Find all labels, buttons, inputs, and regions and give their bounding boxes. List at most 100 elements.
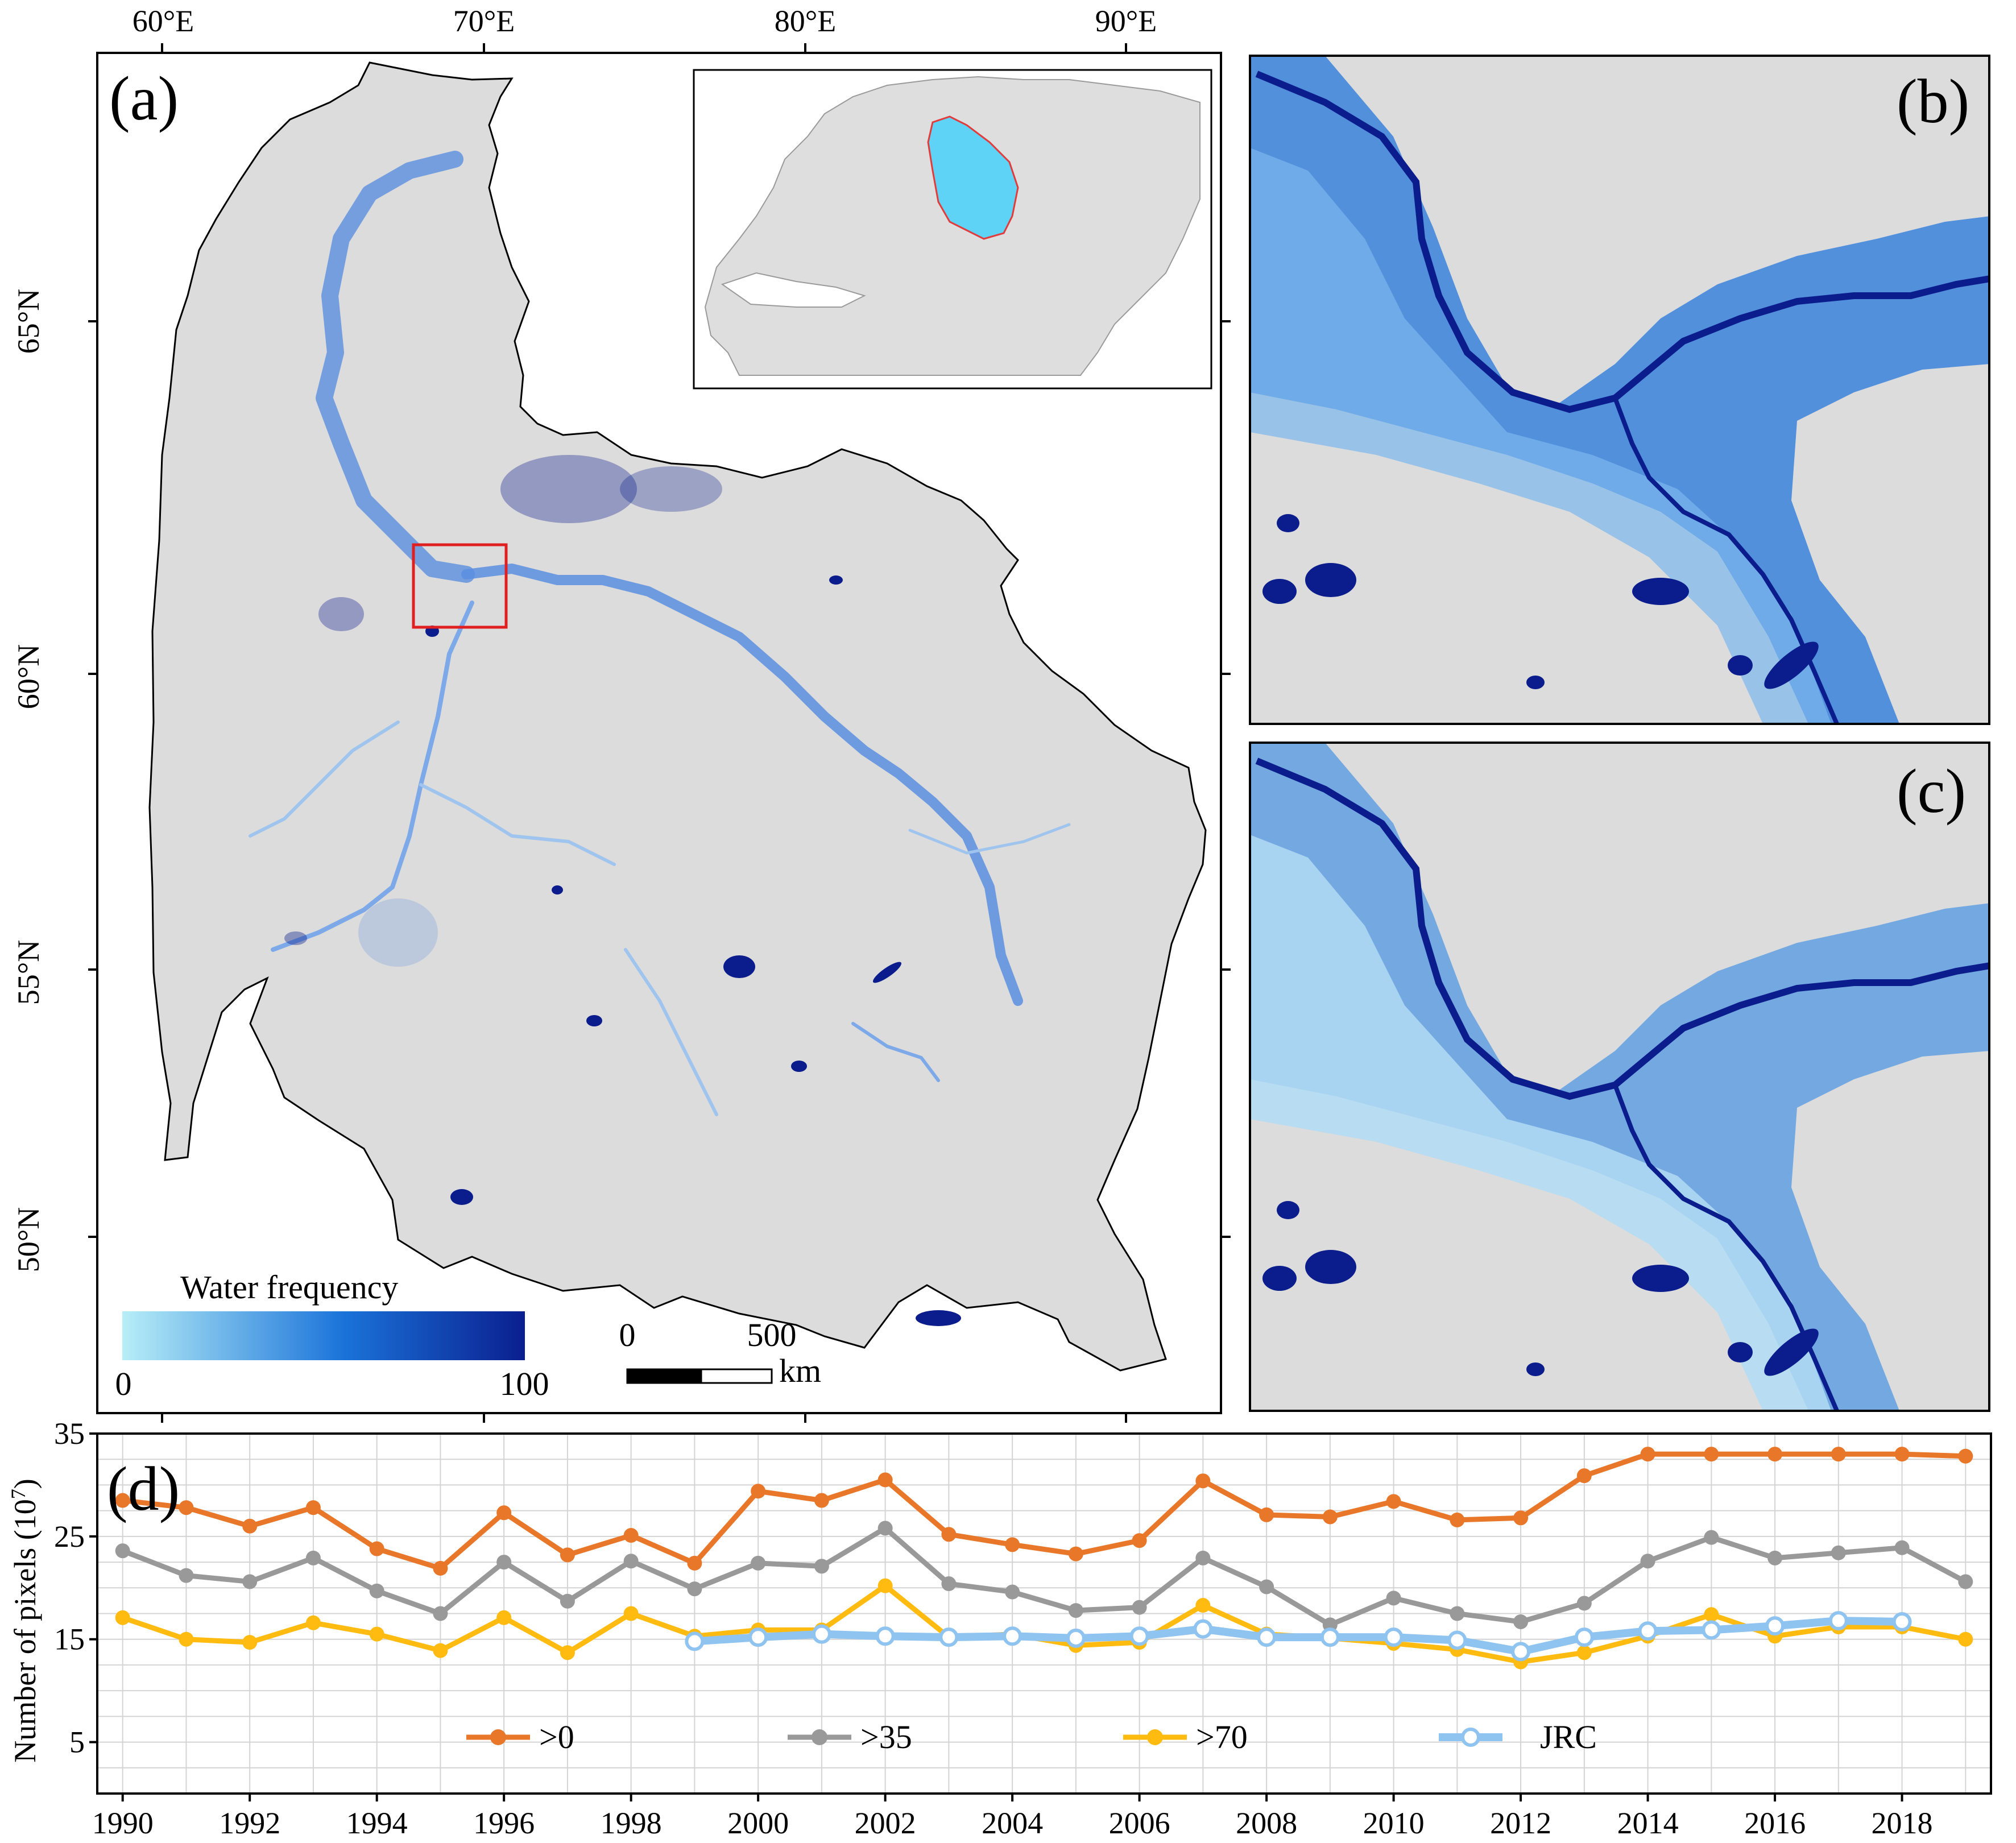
data-point xyxy=(1704,1607,1719,1622)
panel-b-lake-6 xyxy=(1764,641,1819,689)
data-point xyxy=(1450,1512,1465,1527)
data-point xyxy=(685,1631,705,1651)
river-east xyxy=(908,823,1071,855)
scale-bar-white xyxy=(700,1368,773,1384)
data-point xyxy=(1257,1627,1277,1647)
tobol-river xyxy=(249,720,400,838)
data-point xyxy=(1259,1507,1274,1522)
panel-c-lake-7 xyxy=(1526,1362,1545,1376)
data-point xyxy=(1576,1468,1592,1484)
x-tick-label: 1994 xyxy=(346,1806,408,1840)
data-point xyxy=(1386,1494,1401,1509)
data-point xyxy=(941,1576,957,1592)
data-point xyxy=(1704,1530,1719,1545)
data-point xyxy=(1129,1626,1149,1646)
y-axis-label-close: ) xyxy=(8,1478,42,1489)
data-point xyxy=(1003,1626,1023,1646)
lon-label-70e: 70°E xyxy=(453,4,515,38)
x-tick-label: 2008 xyxy=(1236,1806,1297,1840)
panel-d: >0 >35 >70 JRC 5 15 25 35 1990 1992 1994 1996 1998 2… xyxy=(7,1417,1992,1840)
lat-label-55n: 55°N xyxy=(11,940,45,1005)
data-point xyxy=(115,1493,130,1508)
legend-item: JRC xyxy=(1439,1718,1597,1755)
y-axis-label-exp: 7 xyxy=(7,1489,30,1499)
panel-c-frame xyxy=(1249,742,1990,1412)
scale-value: 500 xyxy=(747,1316,797,1353)
basin-outline xyxy=(148,61,1207,1372)
legend-swatch-marker xyxy=(1461,1728,1480,1747)
ob-river-main xyxy=(461,564,1023,1006)
data-point xyxy=(1958,1448,1973,1464)
chart-frame xyxy=(96,1432,1992,1795)
legend-title: Water frequency xyxy=(180,1269,398,1306)
data-point xyxy=(1828,1611,1848,1631)
data-point xyxy=(1767,1447,1783,1462)
data-point xyxy=(814,1493,829,1508)
data-point xyxy=(1767,1550,1783,1565)
data-point xyxy=(560,1593,575,1609)
data-point xyxy=(1259,1579,1274,1594)
panel-b-lake-2 xyxy=(1262,579,1297,604)
legend-label: JRC xyxy=(1540,1718,1597,1755)
data-point xyxy=(496,1505,512,1521)
data-point xyxy=(1894,1540,1910,1555)
x-tick-label: 2002 xyxy=(855,1806,916,1840)
panel-b-label: (b) xyxy=(1897,67,1969,136)
data-point xyxy=(1831,1545,1846,1560)
x-tick-label: 1990 xyxy=(92,1806,154,1840)
inset-sea xyxy=(721,272,866,308)
lat-ticks xyxy=(88,320,1231,1238)
data-point xyxy=(242,1635,258,1650)
data-point xyxy=(369,1541,384,1556)
study-area-box xyxy=(412,543,508,629)
panel-c: (c) xyxy=(1249,742,1990,1412)
data-point xyxy=(1511,1642,1531,1662)
series-line xyxy=(122,1451,1966,1571)
data-point xyxy=(1894,1447,1910,1462)
legend-item: >35 xyxy=(788,1718,912,1755)
data-point xyxy=(1384,1627,1404,1647)
data-point xyxy=(560,1645,575,1660)
data-point xyxy=(115,1543,130,1559)
inset-map xyxy=(693,69,1212,390)
data-point xyxy=(1195,1598,1211,1613)
data-point xyxy=(369,1583,384,1598)
panel-c-river-channel xyxy=(1255,757,1989,1100)
y-axis-label: Number of pixels (107) xyxy=(7,1478,42,1762)
panel-b-lake-1 xyxy=(1305,563,1356,597)
rivers xyxy=(249,151,1071,1116)
data-point xyxy=(1193,1619,1213,1639)
panel-b-floodplain-light xyxy=(1250,148,1831,724)
data-point xyxy=(623,1606,639,1621)
y-axis-label-text: Number of pixels (10 xyxy=(8,1499,42,1762)
data-point xyxy=(1513,1614,1529,1629)
data-point xyxy=(115,1610,130,1625)
x-tick-label: 2010 xyxy=(1363,1806,1425,1840)
series-0 xyxy=(115,1447,1973,1576)
data-point xyxy=(687,1555,702,1571)
data-point xyxy=(1386,1591,1401,1606)
x-tick-label: 2000 xyxy=(727,1806,789,1840)
x-tick-label: 2016 xyxy=(1744,1806,1806,1840)
legend-colorbar xyxy=(122,1311,525,1360)
panel-b: (b) xyxy=(1249,55,1990,725)
data-point xyxy=(1322,1509,1338,1525)
y-tick-label: 15 xyxy=(54,1622,85,1656)
panel-c-lake-2 xyxy=(1262,1266,1297,1291)
data-point xyxy=(1513,1510,1529,1526)
lat-label-60n: 60°N xyxy=(11,644,45,710)
x-tick-label: 2004 xyxy=(982,1806,1043,1840)
data-point xyxy=(1195,1550,1211,1565)
scale-zero: 0 xyxy=(619,1316,636,1353)
data-point xyxy=(1892,1612,1912,1631)
data-point xyxy=(496,1555,512,1570)
legend-min: 0 xyxy=(115,1365,132,1402)
data-point xyxy=(623,1528,639,1543)
ob-river-lower xyxy=(316,151,475,583)
data-point xyxy=(1704,1447,1719,1462)
panel-c-lake-6 xyxy=(1764,1328,1819,1376)
lon-ticks xyxy=(161,43,1127,1423)
data-point xyxy=(748,1627,768,1647)
panel-c-floodplain xyxy=(1250,743,1989,1411)
